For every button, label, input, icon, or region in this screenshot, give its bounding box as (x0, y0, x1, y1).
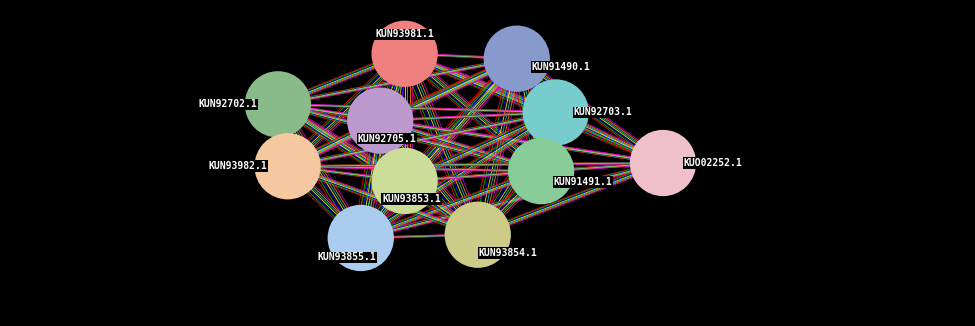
Text: KUN93982.1: KUN93982.1 (209, 161, 267, 171)
Text: KUN92703.1: KUN92703.1 (573, 108, 633, 117)
Text: KUO02252.1: KUO02252.1 (683, 158, 742, 168)
Text: KUN92702.1: KUN92702.1 (199, 99, 257, 109)
Ellipse shape (523, 79, 589, 146)
Ellipse shape (630, 130, 696, 196)
Text: KUN93854.1: KUN93854.1 (479, 248, 537, 258)
Text: KUN93855.1: KUN93855.1 (318, 252, 376, 262)
Ellipse shape (371, 21, 438, 87)
Ellipse shape (347, 87, 413, 154)
Text: KUN93981.1: KUN93981.1 (375, 29, 434, 39)
Ellipse shape (254, 133, 321, 200)
Text: KUN91490.1: KUN91490.1 (531, 62, 591, 72)
Ellipse shape (445, 201, 511, 268)
Text: KUN91491.1: KUN91491.1 (554, 177, 612, 187)
Ellipse shape (245, 71, 311, 138)
Text: KUN92705.1: KUN92705.1 (358, 134, 416, 144)
Ellipse shape (328, 205, 394, 271)
Ellipse shape (371, 148, 438, 214)
Ellipse shape (484, 25, 550, 92)
Text: KUN93853.1: KUN93853.1 (382, 194, 441, 204)
Ellipse shape (508, 138, 574, 204)
